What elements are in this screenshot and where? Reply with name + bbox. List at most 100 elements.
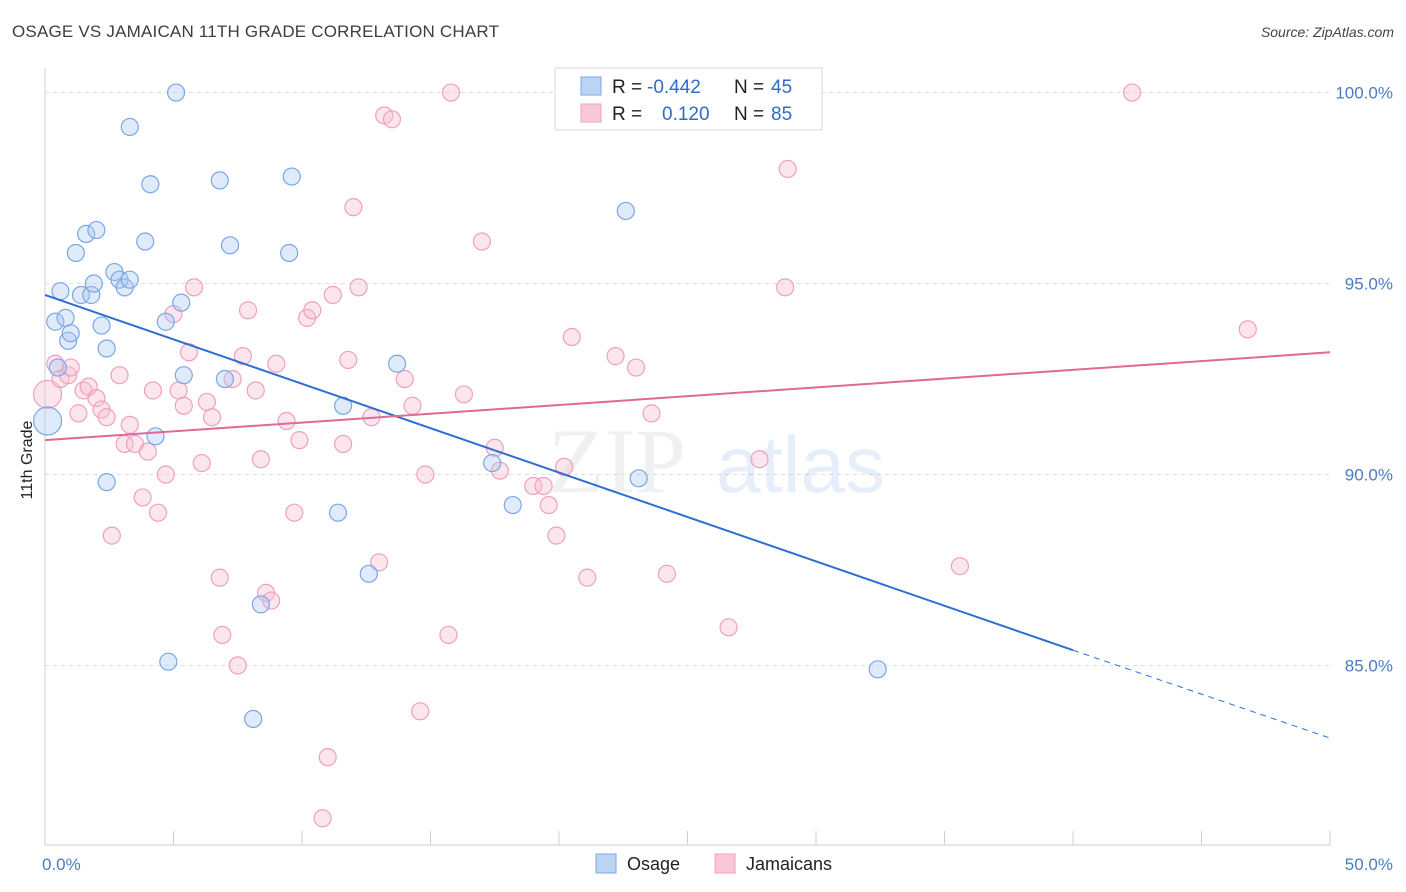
osage-point-43 [868,660,887,679]
osage-point-33 [280,243,299,263]
jamaicans-bottom-swatch [714,853,736,874]
trend-lines [44,294,1331,739]
osage-point-19 [120,117,139,137]
jamaicans-point-57 [403,396,422,415]
jamaicans-point-12 [110,366,129,385]
x-tick-label-1: 50.0% [1345,855,1393,874]
jamaicans-point-39 [267,354,286,373]
jamaicans-point-68 [539,495,558,515]
osage-point-1 [46,312,65,331]
jamaicans-point-34 [238,301,258,320]
jamaicans-point-29 [210,568,229,587]
jamaicans-point-49 [339,350,358,370]
osage-n-label: N = [734,77,764,98]
source-label: Source: ZipAtlas.com [1260,24,1394,40]
chart-title: OSAGE VS JAMAICAN 11TH GRADE CORRELATION… [12,22,500,41]
axes [44,68,1331,846]
jamaicans-point-50 [344,198,363,217]
osage-point-35 [328,503,348,522]
osage-point-13 [92,316,111,335]
osage-points [32,83,887,729]
jamaicans-point-48 [334,434,353,454]
osage-point-9 [77,224,96,243]
osage-point-37 [359,564,378,583]
y-tick-label-2: 95.0% [1345,275,1393,294]
jamaicans-point-84 [1238,320,1257,339]
jamaicans-trend-line [44,351,1331,442]
osage-bottom-swatch [595,853,617,874]
osage-point-12 [87,220,106,240]
jamaicans-point-31 [223,369,242,389]
jamaicans-point-82 [950,557,970,576]
jamaicans-point-51 [349,278,368,297]
jamaicans-point-10 [97,408,116,427]
osage-legend-swatch [580,76,602,96]
osage-point-18 [120,270,139,289]
osage-point-38 [387,354,407,373]
jamaicans-point-67 [534,476,553,496]
x-tick-label-0: 0.0% [42,855,81,874]
osage-point-39 [483,453,502,473]
watermark-atlas: atlas [716,420,885,509]
osage-point-3 [48,358,67,377]
osage-point-10 [82,285,101,305]
osage-point-24 [159,652,178,671]
y-tick-label-1: 90.0% [1345,466,1393,485]
jamaicans-point-16 [133,488,152,507]
jamaicans-point-28 [202,408,222,427]
jamaicans-point-66 [524,476,543,496]
jamaicans-point-63 [472,232,491,251]
jamaicans-point-20 [156,465,175,484]
osage-point-27 [174,366,193,385]
jamaicans-point-26 [192,453,211,473]
osage-n-value: 45 [771,77,792,98]
jamaicans-n-label: N = [734,104,764,125]
osage-point-0 [32,406,63,436]
osage-point-8 [71,285,91,305]
jamaicans-point-18 [143,381,163,400]
osage-point-25 [166,83,186,102]
jamaicans-point-65 [490,461,509,480]
jamaicans-point-22 [169,381,188,400]
jamaicans-point-40 [277,411,296,431]
jamaicans-point-38 [262,591,281,610]
osage-point-29 [215,369,234,389]
jamaicans-point-59 [416,465,435,484]
jamaicans-point-35 [246,381,265,400]
osage-point-34 [282,167,301,186]
osage-point-20 [136,232,155,251]
jamaicans-point-42 [290,431,309,450]
jamaicans-point-25 [184,278,204,297]
jamaicans-point-56 [395,369,414,389]
jamaicans-point-36 [251,450,270,469]
osage-trend-line [44,294,1074,652]
jamaicans-point-45 [313,809,332,828]
jamaicans-point-11 [102,526,121,545]
jamaicans-legend-swatch [580,103,602,123]
jamaicans-point-47 [323,285,342,305]
y-tick-label-0: 85.0% [1345,656,1393,675]
watermark: ZIP atlas [548,410,885,512]
jamaicans-point-75 [642,404,661,423]
osage-point-42 [629,469,648,488]
jamaicans-point-69 [547,526,566,545]
stats-legend: R = -0.442 N = 45 R = 0.120 N = 85 [554,67,823,131]
jamaicans-r-value: 0.120 [662,104,710,125]
osage-point-21 [141,175,160,194]
osage-point-31 [244,709,263,729]
jamaicans-point-81 [778,159,797,179]
osage-point-11 [84,274,103,293]
y-axis-label: 11th Grade [19,420,36,499]
osage-point-23 [156,312,175,331]
jamaicans-point-71 [562,327,581,347]
tick-labels: 85.0% 90.0% 95.0% 100.0% 0.0% 50.0% [42,84,1393,874]
osage-r-label: R = [612,77,642,98]
jamaicans-points [32,83,1257,828]
series-legend: Osage Jamaicans [595,853,832,874]
jamaicans-point-53 [370,553,389,572]
jamaicans-point-55 [382,110,402,129]
osage-point-40 [503,495,522,515]
jamaicans-point-77 [719,618,738,637]
jamaicans-point-41 [285,503,304,522]
osage-point-41 [616,201,635,221]
